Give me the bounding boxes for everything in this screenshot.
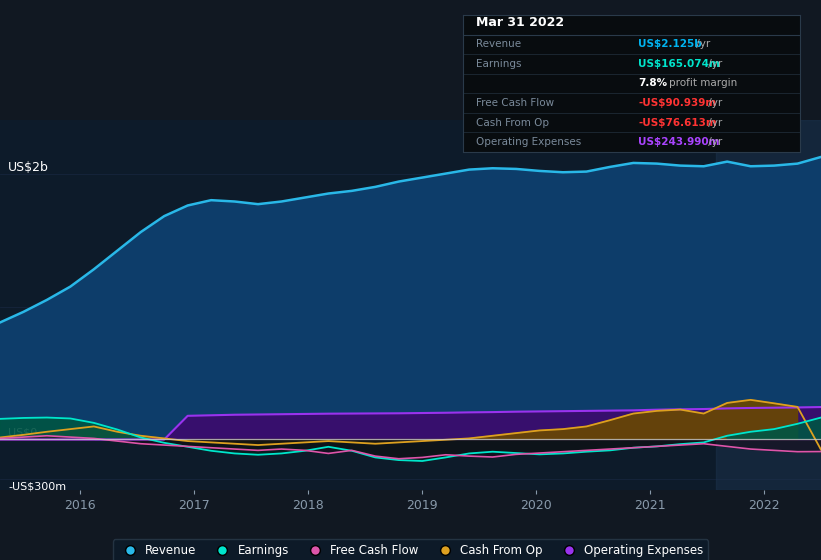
Bar	[716, 120, 821, 490]
Text: Revenue: Revenue	[476, 39, 521, 49]
Text: profit margin: profit margin	[668, 78, 736, 88]
Text: /yr: /yr	[705, 59, 722, 69]
Text: US$2.125b: US$2.125b	[638, 39, 702, 49]
Text: US$2b: US$2b	[8, 161, 49, 174]
Text: US$243.990m: US$243.990m	[638, 137, 720, 147]
Text: US$165.074m: US$165.074m	[638, 59, 720, 69]
Text: Mar 31 2022: Mar 31 2022	[476, 16, 565, 29]
Text: Free Cash Flow: Free Cash Flow	[476, 98, 555, 108]
Text: -US$76.613m: -US$76.613m	[638, 118, 717, 128]
Text: /yr: /yr	[693, 39, 710, 49]
Text: -US$90.939m: -US$90.939m	[638, 98, 717, 108]
Text: 7.8%: 7.8%	[638, 78, 667, 88]
Text: Operating Expenses: Operating Expenses	[476, 137, 582, 147]
Text: /yr: /yr	[705, 118, 722, 128]
Text: /yr: /yr	[705, 98, 722, 108]
Text: -US$300m: -US$300m	[8, 481, 67, 491]
Legend: Revenue, Earnings, Free Cash Flow, Cash From Op, Operating Expenses: Revenue, Earnings, Free Cash Flow, Cash …	[113, 539, 708, 560]
Text: Cash From Op: Cash From Op	[476, 118, 549, 128]
Text: Earnings: Earnings	[476, 59, 522, 69]
Text: /yr: /yr	[705, 137, 722, 147]
Text: US$0: US$0	[8, 428, 38, 437]
